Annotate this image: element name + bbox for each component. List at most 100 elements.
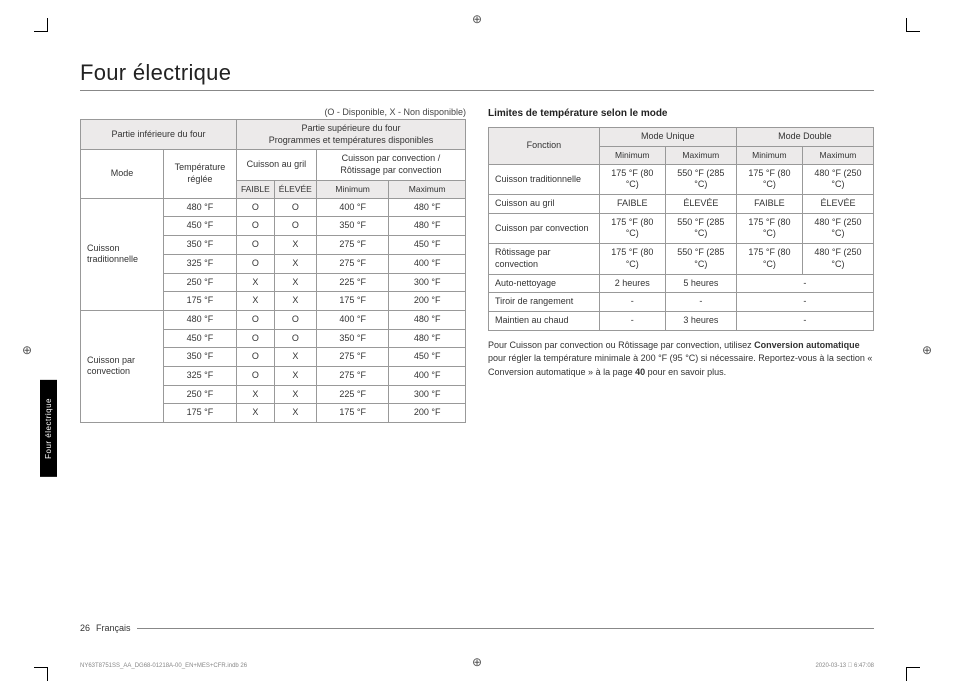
- cell: 480 °F (250 °C): [802, 164, 873, 194]
- th-upper-line2: Programmes et températures disponibles: [241, 135, 461, 147]
- fonction-cell: Tiroir de rangement: [489, 293, 600, 312]
- th-double: Mode Double: [736, 128, 873, 147]
- cell: 2 heures: [599, 274, 665, 293]
- page-number: 26: [80, 623, 90, 633]
- cell: O: [236, 217, 274, 236]
- th-mode: Mode: [81, 150, 164, 198]
- th-temp: Température réglée: [163, 150, 236, 198]
- table-row: Cuisson par convection480 °FOO400 °F480 …: [81, 310, 466, 329]
- th-elevee: ÉLEVÉE: [274, 180, 316, 198]
- right-column: Limites de température selon le mode Fon…: [488, 107, 874, 423]
- note-bold: 40: [635, 367, 645, 377]
- cell: ÉLEVÉE: [802, 195, 873, 214]
- table-row: Cuisson au grilFAIBLEÉLEVÉEFAIBLEÉLEVÉE: [489, 195, 874, 214]
- crop-mark-tl: [34, 18, 48, 32]
- th-unique: Mode Unique: [599, 128, 736, 147]
- registration-icon: ⊕: [22, 343, 32, 357]
- cell: 400 °F: [316, 310, 389, 329]
- cell: 450 °F: [389, 348, 466, 367]
- cell: 200 °F: [389, 404, 466, 423]
- table-row: Cuisson traditionnelle175 °F (80 °C)550 …: [489, 164, 874, 194]
- cell: O: [236, 254, 274, 273]
- cell: 275 °F: [316, 348, 389, 367]
- cell: X: [236, 385, 274, 404]
- cell: O: [274, 217, 316, 236]
- cell: 325 °F: [163, 254, 236, 273]
- cell: O: [236, 310, 274, 329]
- th-min: Minimum: [316, 180, 389, 198]
- th-upper: Partie supérieure du four Programmes et …: [236, 120, 465, 150]
- cell: -: [736, 274, 873, 293]
- footnote: Pour Cuisson par convection ou Rôtissage…: [488, 339, 874, 380]
- cell: -: [599, 311, 665, 330]
- cell: 225 °F: [316, 385, 389, 404]
- cell: 480 °F: [389, 329, 466, 348]
- cell: 480 °F: [163, 198, 236, 217]
- crop-mark-bl: [34, 667, 48, 681]
- cell: 350 °F: [163, 348, 236, 367]
- th-gril: Cuisson au gril: [236, 150, 316, 180]
- page-footer: 26 Français: [80, 623, 874, 633]
- cell: -: [736, 293, 873, 312]
- cell: X: [236, 273, 274, 292]
- th-fonction: Fonction: [489, 128, 600, 165]
- note-text: Pour Cuisson par convection ou Rôtissage…: [488, 340, 754, 350]
- fonction-cell: Maintien au chaud: [489, 311, 600, 330]
- cell: 250 °F: [163, 273, 236, 292]
- crop-mark-tr: [906, 18, 920, 32]
- cell: X: [274, 404, 316, 423]
- cell: -: [665, 293, 736, 312]
- cell: X: [274, 236, 316, 255]
- cell: 3 heures: [665, 311, 736, 330]
- cell: O: [236, 348, 274, 367]
- cell: X: [274, 385, 316, 404]
- cell: X: [274, 273, 316, 292]
- cell: 175 °F: [316, 292, 389, 311]
- table-row: Tiroir de rangement---: [489, 293, 874, 312]
- mode-cell: Cuisson par convection: [81, 310, 164, 422]
- cell: 550 °F (285 °C): [665, 244, 736, 274]
- cell: 350 °F: [163, 236, 236, 255]
- cell: 550 °F (285 °C): [665, 213, 736, 243]
- crop-mark-br: [906, 667, 920, 681]
- cell: ÉLEVÉE: [665, 195, 736, 214]
- cell: 275 °F: [316, 236, 389, 255]
- th-faible: FAIBLE: [236, 180, 274, 198]
- cell: 275 °F: [316, 366, 389, 385]
- cell: 175 °F (80 °C): [736, 244, 802, 274]
- mode-cell: Cuisson traditionnelle: [81, 198, 164, 310]
- cell: 400 °F: [316, 198, 389, 217]
- table-row: Auto-nettoyage2 heures5 heures-: [489, 274, 874, 293]
- cell: X: [236, 404, 274, 423]
- cell: 250 °F: [163, 385, 236, 404]
- cell: FAIBLE: [736, 195, 802, 214]
- section-title: Limites de température selon le mode: [488, 107, 874, 119]
- cell: 300 °F: [389, 273, 466, 292]
- availability-table: Partie inférieure du four Partie supérie…: [80, 119, 466, 423]
- registration-icon: ⊕: [922, 343, 932, 357]
- th-max: Maximum: [389, 180, 466, 198]
- cell: 175 °F: [316, 404, 389, 423]
- note-bold: Conversion automatique: [754, 340, 860, 350]
- cell: -: [599, 293, 665, 312]
- cell: 225 °F: [316, 273, 389, 292]
- legend-text: (O - Disponible, X - Non disponible): [80, 107, 466, 117]
- fonction-cell: Auto-nettoyage: [489, 274, 600, 293]
- foot-file: NY63T8751SS_AA_DG68-01218A-00_EN+MES+CFR…: [80, 663, 247, 669]
- cell: X: [274, 348, 316, 367]
- page-title: Four électrique: [80, 60, 874, 91]
- cell: 5 heures: [665, 274, 736, 293]
- th-lower: Partie inférieure du four: [81, 120, 237, 150]
- table-row: Maintien au chaud-3 heures-: [489, 311, 874, 330]
- th-conv: Cuisson par convection / Rôtissage par c…: [316, 150, 465, 180]
- cell: 550 °F (285 °C): [665, 164, 736, 194]
- limits-table: Fonction Mode Unique Mode Double Minimum…: [488, 127, 874, 331]
- th-u-min: Minimum: [599, 146, 665, 164]
- cell: X: [274, 254, 316, 273]
- fonction-cell: Rôtissage par convection: [489, 244, 600, 274]
- fonction-cell: Cuisson traditionnelle: [489, 164, 600, 194]
- cell: 450 °F: [389, 236, 466, 255]
- th-d-min: Minimum: [736, 146, 802, 164]
- fonction-cell: Cuisson par convection: [489, 213, 600, 243]
- cell: 450 °F: [163, 217, 236, 236]
